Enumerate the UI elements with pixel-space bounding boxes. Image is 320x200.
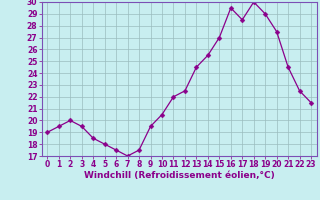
X-axis label: Windchill (Refroidissement éolien,°C): Windchill (Refroidissement éolien,°C)	[84, 171, 275, 180]
